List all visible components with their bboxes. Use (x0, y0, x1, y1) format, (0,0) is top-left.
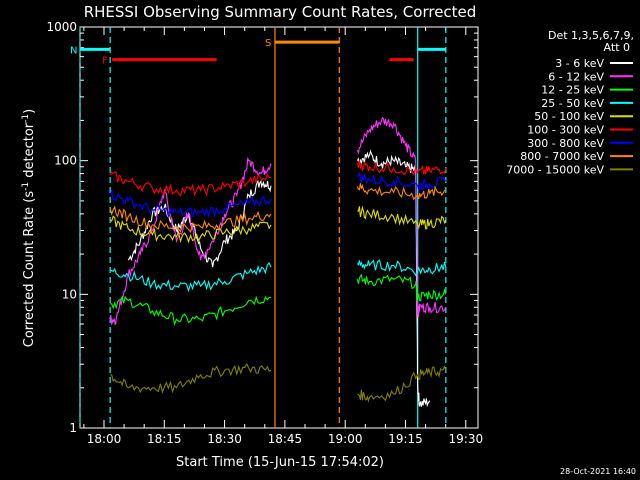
series-line-0 (356, 149, 431, 408)
svg-text:Corrected Count Rate (s-1 dete: Corrected Count Rate (s-1 detector-1) (21, 109, 37, 347)
series-line-4 (109, 215, 272, 244)
x-tick-label: 18:00 (87, 432, 122, 446)
legend-label-4: 50 - 100 keV (534, 110, 604, 123)
series-line-3 (356, 259, 447, 277)
y-axis-label-sup1: -1 (21, 182, 31, 191)
x-tick-label: 18:30 (207, 432, 242, 446)
series-line-5 (356, 159, 447, 177)
series-line-5 (109, 171, 272, 197)
series-line-4 (357, 205, 447, 230)
legend-label-7: 800 - 7000 keV (520, 150, 604, 163)
x-axis-label: Start Time (15-Jun-15 17:54:02) (176, 455, 384, 470)
y-axis-label-sup2: -1 (21, 114, 31, 123)
series-line-1 (109, 156, 272, 326)
y-axis-label-end: ) (22, 109, 37, 114)
series-line-6 (109, 188, 272, 219)
x-tick-label: 18:45 (268, 432, 303, 446)
x-tick-label: 18:15 (147, 432, 182, 446)
series-line-8 (357, 365, 447, 403)
series-line-0 (127, 179, 272, 268)
series-line-2 (356, 273, 447, 302)
legend-label-1: 6 - 12 keV (548, 70, 604, 83)
series-line-7 (356, 183, 446, 201)
x-tick-label: 19:00 (328, 432, 363, 446)
y-axis-label-main: Corrected Count Rate (s (22, 191, 37, 348)
generation-timestamp: 28-Oct-2021 16:40 (560, 467, 636, 476)
flag-label-F: F (102, 56, 108, 67)
y-tick-label: 10 (62, 287, 77, 301)
legend-label-5: 100 - 300 keV (527, 124, 604, 137)
y-tick-label: 1 (69, 421, 77, 435)
flag-label-N: N (70, 45, 77, 56)
series-line-1 (356, 116, 447, 319)
x-tick-label: 19:30 (449, 432, 484, 446)
y-tick-label: 100 (54, 154, 77, 168)
x-tick-label: 19:15 (388, 432, 423, 446)
series-line-8 (110, 362, 272, 394)
plot-area: 1 10 100 1000 18:00 18:15 18:30 18:45 19:00 19:15… (46, 20, 483, 446)
legend-label-8: 7000 - 15000 keV (506, 163, 604, 176)
y-axis-label-mid: detector (22, 122, 37, 182)
flag-label-S: S (265, 38, 271, 49)
series-line-3 (110, 262, 272, 293)
legend-label-3: 25 - 50 keV (541, 97, 604, 110)
legend-header-line-1: Det 1,3,5,6,7,9, (548, 29, 634, 42)
legend-label-0: 3 - 6 keV (555, 57, 604, 70)
series-line-7 (109, 205, 272, 234)
y-tick-label: 1000 (46, 20, 77, 34)
chart-title: RHESSI Observing Summary Count Rates, Co… (84, 3, 477, 21)
legend-label-6: 300 - 800 keV (527, 137, 604, 150)
legend-header-line-2: Att 0 (604, 41, 630, 54)
y-axis-label: Corrected Count Rate (s-1 detector-1) (21, 109, 37, 347)
legend-label-2: 12 - 25 keV (541, 84, 604, 97)
series-line-6 (357, 171, 447, 192)
series-line-2 (110, 295, 272, 326)
